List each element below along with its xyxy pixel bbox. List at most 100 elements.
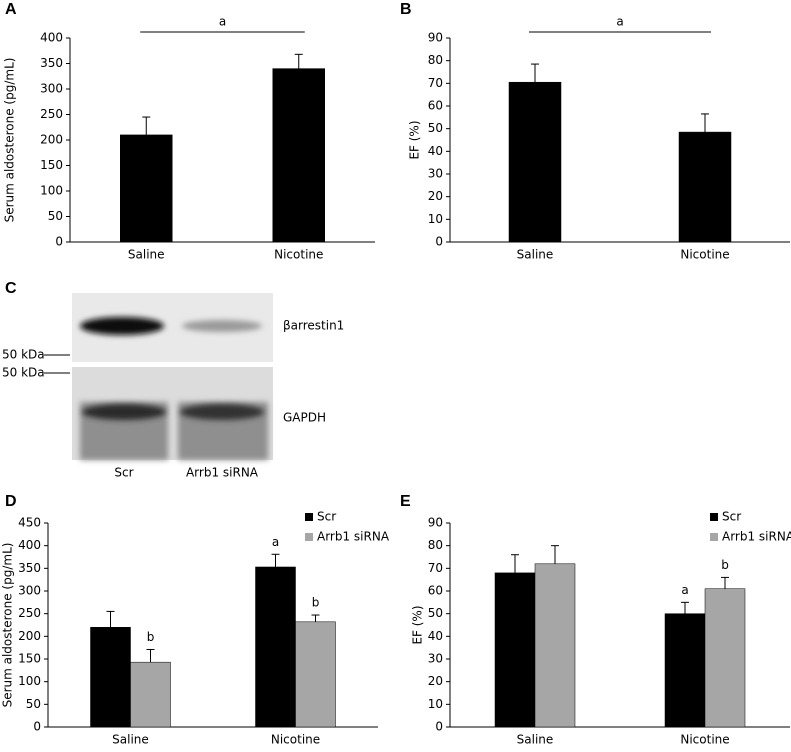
blot-band	[80, 317, 164, 335]
marker-label: 50 kDa	[2, 348, 45, 362]
y-tick-label: 30	[428, 167, 443, 181]
panel-letter: E	[400, 493, 411, 510]
y-tick-label: 80	[428, 53, 443, 67]
y-tick-label: 0	[435, 235, 443, 249]
error-bar	[271, 553, 280, 567]
y-tick-label: 300	[40, 82, 63, 96]
y-tick-label: 300	[18, 584, 41, 598]
y-tick-label: 200	[18, 629, 41, 643]
error-bar	[531, 63, 539, 83]
x-tick-label: Saline	[517, 248, 554, 262]
lane-label: Arrb1 siRNA	[186, 466, 259, 480]
bar	[272, 68, 325, 243]
y-tick-label: 40	[428, 144, 443, 158]
y-tick-label: 20	[428, 674, 443, 688]
panel-letter: B	[400, 1, 412, 18]
y-axis-label: EF (%)	[411, 605, 425, 644]
y-tick-label: 10	[428, 212, 443, 226]
chart-panel: D Serum aldosterone (pg/mL) 0 50 100 150 200 25…	[1, 493, 390, 746]
error-bar	[511, 554, 519, 573]
blot-band	[82, 404, 166, 420]
legend-label: Scr	[317, 510, 336, 524]
band-label: GAPDH	[283, 411, 326, 425]
error-bar	[294, 53, 303, 69]
y-tick-label: 400	[40, 31, 63, 45]
y-tick-label: 0	[435, 720, 443, 734]
y-tick-label: 250	[40, 107, 63, 121]
y-tick-label: 150	[18, 652, 41, 666]
y-tick-label: 0	[33, 720, 41, 734]
bar	[534, 563, 576, 728]
y-tick-label: 50	[48, 209, 63, 223]
error-bar	[106, 610, 115, 628]
y-tick-label: 50	[428, 121, 443, 135]
panel-letter: A	[5, 1, 17, 18]
bar	[295, 621, 336, 728]
error-bar	[721, 576, 729, 589]
y-tick-label: 50	[26, 697, 41, 711]
significance-label: a	[272, 535, 279, 549]
significance-label: a	[219, 15, 226, 29]
panel-letter: C	[5, 280, 17, 297]
error-bar	[551, 545, 559, 564]
y-tick-label: 350	[18, 561, 41, 575]
bar	[664, 613, 706, 728]
bar	[255, 566, 296, 728]
error-bar	[311, 614, 320, 622]
y-tick-label: 100	[40, 184, 63, 198]
blot-band	[182, 320, 262, 332]
x-tick-label: Saline	[517, 733, 554, 747]
y-tick-label: 20	[428, 189, 443, 203]
x-tick-label: Nicotine	[271, 733, 320, 747]
y-tick-label: 60	[428, 584, 443, 598]
y-tick-label: 450	[18, 516, 41, 530]
y-tick-label: 10	[428, 697, 443, 711]
bar	[90, 627, 131, 728]
y-axis-label: EF (%)	[408, 120, 422, 159]
y-tick-label: 350	[40, 56, 63, 70]
x-tick-label: Nicotine	[680, 248, 729, 262]
legend-swatch	[710, 533, 718, 541]
y-tick-label: 100	[18, 674, 41, 688]
band-label: βarrestin1	[283, 319, 344, 333]
bar	[678, 131, 732, 243]
lane-label: Scr	[114, 466, 133, 480]
x-tick-label: Nicotine	[680, 733, 729, 747]
significance-label: a	[681, 583, 688, 597]
bar	[508, 81, 562, 243]
y-tick-label: 30	[428, 652, 443, 666]
chart-panel: E EF (%) 0 10 20 30 40 50 60 70 80 90 Saline Nicotine…	[400, 493, 791, 746]
y-tick-label: 60	[428, 99, 443, 113]
error-bar	[681, 601, 689, 614]
y-tick-label: 200	[40, 133, 63, 147]
y-tick-label: 70	[428, 76, 443, 90]
y-tick-label: 400	[18, 538, 41, 552]
legend-label: Arrb1 siRNA	[722, 530, 791, 544]
marker-label: 50 kDa	[2, 366, 45, 380]
y-axis-label: Serum aldosterone (pg/mL)	[1, 543, 15, 708]
y-tick-label: 90	[428, 516, 443, 530]
panel-letter: D	[5, 493, 17, 510]
bar	[130, 661, 171, 728]
y-tick-label: 70	[428, 561, 443, 575]
bar	[494, 572, 536, 728]
error-bar	[142, 116, 151, 135]
y-tick-label: 90	[428, 31, 443, 45]
x-tick-label: Saline	[128, 248, 165, 262]
legend-swatch	[710, 513, 718, 521]
y-tick-label: 50	[428, 606, 443, 620]
blot-band	[180, 404, 264, 420]
bar	[120, 134, 173, 243]
y-tick-label: 250	[18, 606, 41, 620]
error-bar	[146, 648, 155, 663]
bar	[704, 588, 746, 728]
y-axis-label: Serum aldosterone (pg/mL)	[3, 58, 17, 223]
legend-label: Arrb1 siRNA	[317, 530, 390, 544]
y-tick-label: 150	[40, 158, 63, 172]
legend-label: Scr	[722, 510, 741, 524]
y-tick-label: 0	[55, 235, 63, 249]
legend-swatch	[305, 533, 313, 541]
significance-label: b	[721, 558, 729, 572]
y-tick-label: 80	[428, 538, 443, 552]
